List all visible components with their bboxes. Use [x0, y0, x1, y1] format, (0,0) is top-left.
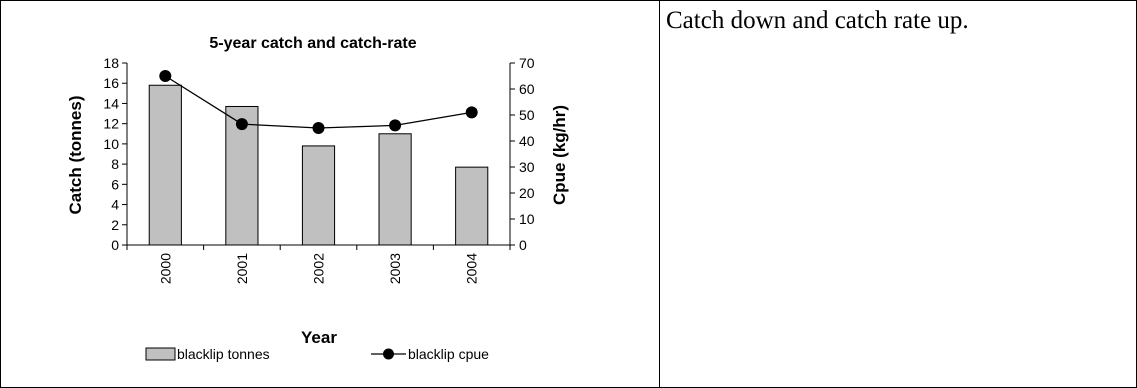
cpue-point-2001	[235, 118, 248, 131]
y2-tick-label: 60	[519, 81, 535, 97]
y2-tick-label: 70	[519, 55, 535, 71]
legend-swatch-bar	[145, 347, 176, 361]
y2-tick-label: 50	[519, 107, 535, 123]
y-tick-label: 6	[111, 176, 119, 192]
legend-label-line: blacklip cpue	[408, 346, 489, 362]
y2-tick-label: 20	[519, 185, 535, 201]
y-tick-label: 14	[103, 95, 119, 111]
cpue-point-2004	[465, 106, 478, 119]
legend: blacklip tonnes blacklip cpue	[145, 346, 489, 362]
y2-tick-label: 40	[519, 133, 535, 149]
y-tick-label: 0	[111, 237, 119, 253]
cpue-point-2000	[159, 70, 172, 82]
chart-cell: 5-year catch and catch-rate 0 2 4 6 8 10 12 14 1…	[0, 0, 660, 388]
legend-swatch-marker	[383, 348, 394, 360]
cpue-point-2002	[312, 122, 325, 134]
y-tick-label: 18	[103, 55, 119, 71]
bar-2002	[301, 145, 336, 246]
y-axis-title: Catch (tonnes)	[66, 96, 85, 215]
x-tick-label: 2000	[157, 253, 173, 284]
bar-2000	[148, 84, 182, 246]
x-tick-label: 2002	[311, 253, 327, 284]
y2-tick-label: 30	[519, 159, 535, 175]
y-tick-label: 10	[103, 136, 119, 152]
x-tick-label: 2001	[234, 253, 250, 284]
chart: 5-year catch and catch-rate 0 2 4 6 8 10 12 14 1…	[66, 35, 569, 362]
bar-2003	[378, 133, 412, 246]
y2-tick-label: 0	[519, 237, 527, 253]
comment-text: Catch down and catch rate up.	[666, 7, 969, 34]
y-tick-label: 2	[111, 217, 119, 233]
legend-label-bar: blacklip tonnes	[177, 346, 270, 362]
y2-axis-title: Cpue (kg/hr)	[550, 105, 569, 205]
x-tick-label: 2003	[387, 253, 403, 284]
y-tick-label: 8	[111, 156, 119, 172]
cpue-line	[164, 75, 472, 129]
y-tick-label: 12	[103, 116, 119, 132]
chart-title: 5-year catch and catch-rate	[209, 35, 416, 52]
y-tick-label: 16	[103, 75, 119, 91]
comment-cell: Catch down and catch rate up.	[659, 0, 1137, 388]
cpue-point-2003	[389, 119, 402, 132]
x-axis-title: Year	[301, 328, 337, 347]
x-tick-label: 2004	[464, 253, 480, 284]
bar-2004	[455, 166, 489, 246]
y2-tick-label: 10	[519, 211, 535, 227]
y-tick-label: 4	[111, 197, 119, 213]
